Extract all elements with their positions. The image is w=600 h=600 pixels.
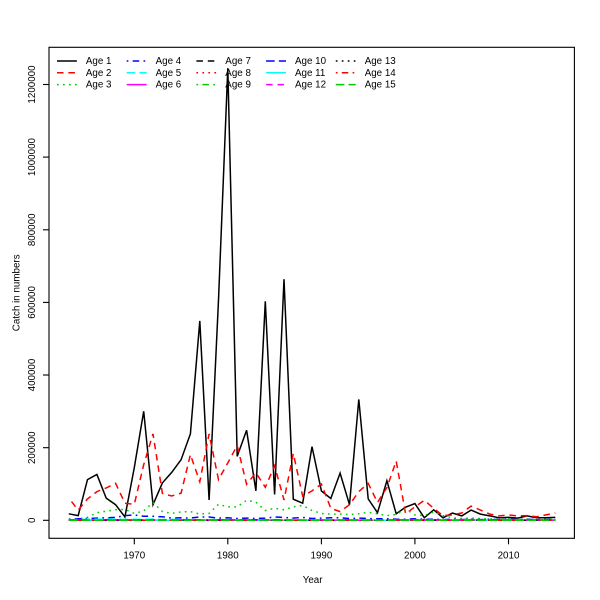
svg-text:1000000: 1000000 — [27, 137, 38, 176]
svg-text:Age 9: Age 9 — [225, 80, 251, 91]
svg-text:1200000: 1200000 — [27, 65, 38, 104]
svg-text:Age 11: Age 11 — [295, 68, 325, 79]
svg-text:Age 7: Age 7 — [225, 56, 251, 67]
svg-text:Age 3: Age 3 — [86, 80, 112, 91]
svg-text:Age 1: Age 1 — [86, 56, 112, 67]
svg-text:2000: 2000 — [404, 551, 426, 562]
svg-text:800000: 800000 — [27, 213, 38, 246]
svg-text:600000: 600000 — [27, 286, 38, 319]
svg-text:1990: 1990 — [311, 551, 333, 562]
svg-text:Age 6: Age 6 — [156, 80, 182, 91]
svg-text:Catch in numbers: Catch in numbers — [12, 254, 23, 331]
svg-text:400000: 400000 — [27, 358, 38, 391]
svg-text:1980: 1980 — [217, 551, 239, 562]
svg-text:Age 4: Age 4 — [156, 56, 182, 67]
svg-text:Age 8: Age 8 — [225, 68, 251, 79]
svg-text:Age 13: Age 13 — [365, 56, 397, 67]
svg-text:2010: 2010 — [498, 551, 520, 562]
svg-text:Age 14: Age 14 — [365, 68, 397, 79]
svg-text:Age 12: Age 12 — [295, 80, 326, 91]
svg-text:1970: 1970 — [123, 551, 145, 562]
svg-text:Age 2: Age 2 — [86, 68, 112, 79]
svg-text:Age 5: Age 5 — [156, 68, 182, 79]
svg-text:Year: Year — [303, 575, 324, 586]
svg-text:Age 10: Age 10 — [295, 56, 327, 67]
svg-text:200000: 200000 — [27, 431, 38, 464]
svg-text:Age 15: Age 15 — [365, 80, 397, 91]
svg-text:0: 0 — [27, 517, 38, 523]
